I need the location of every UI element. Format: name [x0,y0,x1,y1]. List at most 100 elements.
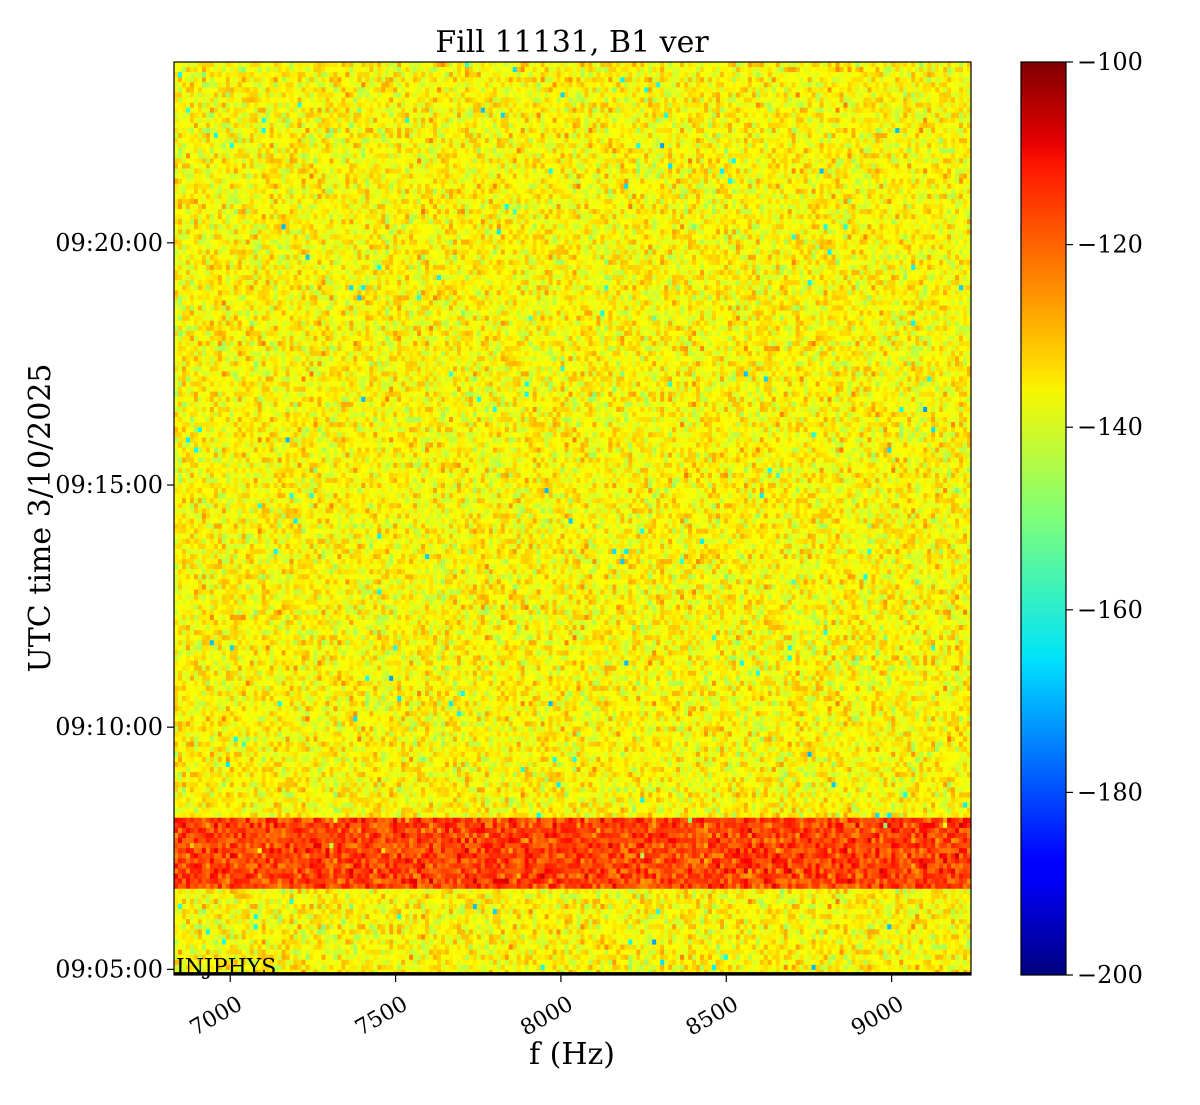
heatmap-cell [680,158,685,164]
heatmap-cell [190,143,195,149]
heatmap-cell [688,98,693,104]
heatmap-cell [580,133,585,139]
heatmap-cell [744,72,749,78]
heatmap-cell [907,153,912,159]
heatmap-cell [325,123,330,129]
heatmap-cell [357,67,362,73]
heatmap-cell [903,77,908,83]
heatmap-cell [309,128,314,134]
heatmap-cell [648,128,653,134]
heatmap-cell [923,133,928,139]
heatmap-cell [493,98,498,104]
heatmap-cell [644,67,649,73]
heatmap-cell [469,138,474,144]
heatmap-cell [963,98,968,104]
heatmap-cell [377,103,382,109]
heatmap-cell [214,98,219,104]
heatmap-cell [768,103,773,109]
heatmap-cell [246,92,251,98]
heatmap-cell [250,133,255,139]
heatmap-cell [198,67,203,73]
heatmap-cell [871,123,876,129]
heatmap-cell [875,123,880,129]
heatmap-cell [421,77,426,83]
heatmap-cell [385,77,390,83]
heatmap-cell [927,67,932,73]
heatmap-cell [664,148,669,154]
heatmap-cell [437,108,442,114]
heatmap-cell [194,92,199,98]
heatmap-cell [840,158,845,164]
heatmap-cell [573,153,578,159]
heatmap-cell [365,72,370,78]
heatmap-cell [230,92,235,98]
heatmap-cell [600,77,605,83]
heatmap-cell [696,62,701,68]
heatmap-cell [357,108,362,114]
heatmap-cell [644,98,649,104]
heatmap-cell [612,98,617,104]
heatmap-cell [800,118,805,124]
heatmap-cell [612,143,617,149]
heatmap-cell [226,72,231,78]
heatmap-cell [696,123,701,129]
heatmap-cell [636,98,641,104]
heatmap-cell [266,77,271,83]
heatmap-cell [270,67,275,73]
heatmap-cell [879,158,884,164]
heatmap-cell [417,77,422,83]
heatmap-cell [863,62,868,68]
heatmap-cell [282,163,287,169]
heatmap-cell [266,143,271,149]
heatmap-cell [776,87,781,93]
heatmap-cell [915,128,920,134]
heatmap-cell [859,82,864,88]
heatmap-cell [521,72,526,78]
heatmap-cell [214,82,219,88]
heatmap-cell [461,103,466,109]
heatmap-cell [812,77,817,83]
heatmap-cell [927,77,932,83]
heatmap-cell [824,87,829,93]
heatmap-cell [533,158,538,164]
heatmap-cell [772,158,777,164]
heatmap-cell [437,98,442,104]
heatmap-cell [592,148,597,154]
heatmap-cell [565,62,570,68]
heatmap-cell [772,128,777,134]
heatmap-cell [294,82,299,88]
heatmap-cell [732,143,737,149]
heatmap-cell [883,123,888,129]
heatmap-cell [525,113,530,119]
heatmap-cell [684,82,689,88]
heatmap-cell [875,138,880,144]
heatmap-cell [214,128,219,134]
heatmap-cell [282,103,287,109]
heatmap-cell [800,87,805,93]
heatmap-cell [353,67,358,73]
heatmap-cell [533,123,538,129]
heatmap-cell [832,92,837,98]
heatmap-cell [943,123,948,129]
heatmap-cell [748,108,753,114]
heatmap-cell [298,148,303,154]
heatmap-cell [660,72,665,78]
heatmap-cell [820,158,825,164]
heatmap-cell [688,103,693,109]
heatmap-cell [700,72,705,78]
heatmap-cell [381,98,386,104]
heatmap-cell [369,108,374,114]
heatmap-cell [963,133,968,139]
heatmap-cell [246,158,251,164]
heatmap-cell [903,108,908,114]
heatmap-cell [895,143,900,149]
heatmap-cell [672,148,677,154]
heatmap-cell [851,72,856,78]
heatmap-cell [648,82,653,88]
heatmap-cell [541,113,546,119]
heatmap-cell [644,87,649,93]
heatmap-cell [210,133,215,139]
heatmap-cell [393,128,398,134]
heatmap-cell [804,148,809,154]
heatmap-cell [541,158,546,164]
